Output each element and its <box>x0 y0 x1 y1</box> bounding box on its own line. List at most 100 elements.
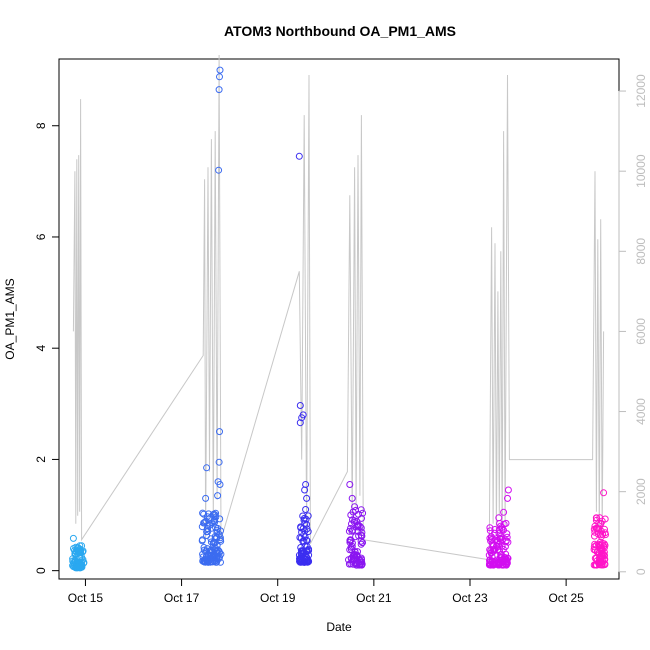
y-axis-label: OA_PM1_AMS <box>3 278 17 359</box>
data-point <box>300 531 308 539</box>
data-point <box>359 539 366 546</box>
data-point <box>296 402 304 409</box>
y2-tick-label: 6000 <box>634 318 648 345</box>
data-point <box>357 531 365 539</box>
data-point <box>215 458 223 466</box>
data-point <box>490 542 498 550</box>
series-2 <box>198 66 225 566</box>
data-point <box>358 558 366 566</box>
data-point <box>354 521 362 529</box>
data-point <box>488 536 496 543</box>
data-point <box>203 532 211 539</box>
data-point <box>201 558 209 566</box>
data-point <box>491 526 499 533</box>
series-4 <box>345 481 367 569</box>
data-point <box>504 486 512 494</box>
data-point <box>598 558 606 566</box>
x-tick-label: Oct 23 <box>452 591 488 605</box>
data-point <box>358 514 365 522</box>
y-tick-label: 6 <box>34 233 48 240</box>
data-point <box>304 557 312 565</box>
y-tick-label: 2 <box>34 456 48 463</box>
data-point <box>346 481 354 488</box>
data-point <box>217 537 225 545</box>
data-point <box>590 543 598 551</box>
data-point <box>347 511 355 519</box>
y2-tick-label: 4000 <box>634 398 648 425</box>
y-axis: 0 2 4 6 8 <box>34 122 60 574</box>
data-point <box>498 561 506 569</box>
data-point <box>592 524 600 532</box>
series-6 <box>590 489 609 569</box>
data-point <box>200 544 208 551</box>
series-3 <box>295 152 313 566</box>
data-point <box>500 508 508 516</box>
data-point <box>301 558 308 566</box>
data-point <box>600 489 608 497</box>
secondary-line-layer <box>72 54 605 561</box>
data-point <box>295 152 303 160</box>
data-point <box>501 543 509 551</box>
data-point <box>486 561 494 568</box>
data-point <box>199 509 207 517</box>
data-point <box>357 540 365 548</box>
data-point <box>301 527 309 535</box>
data-point <box>76 560 84 567</box>
y2-tick-label: 10000 <box>634 154 648 188</box>
data-point <box>72 553 80 561</box>
data-point <box>80 559 88 566</box>
data-point <box>348 557 356 565</box>
data-point <box>298 414 306 422</box>
data-point <box>303 494 311 502</box>
x-tick-label: Oct 21 <box>356 591 392 605</box>
data-point <box>302 515 310 523</box>
data-point <box>217 527 224 535</box>
data-point <box>212 558 220 566</box>
data-point <box>217 550 225 558</box>
data-point <box>600 548 608 556</box>
data-point <box>597 531 605 539</box>
data-point <box>595 541 603 549</box>
y2-tick-label: 8000 <box>634 238 648 265</box>
y-tick-label: 8 <box>34 122 48 129</box>
data-point <box>502 519 510 527</box>
data-point <box>296 419 304 427</box>
data-point <box>206 521 214 529</box>
data-point <box>295 551 303 559</box>
data-point <box>210 510 218 518</box>
data-point <box>303 536 310 544</box>
data-point <box>595 525 603 533</box>
data-point <box>593 561 601 569</box>
data-point <box>359 509 367 517</box>
data-point <box>348 494 356 502</box>
series-5 <box>485 486 512 569</box>
data-point <box>302 481 310 488</box>
data-point <box>210 517 218 525</box>
data-point <box>348 527 356 535</box>
data-point <box>216 481 224 488</box>
data-point <box>69 534 77 542</box>
data-point <box>71 558 79 566</box>
data-point <box>216 428 223 436</box>
y2-tick-label: 2000 <box>634 478 648 505</box>
data-point <box>346 536 354 544</box>
data-point <box>202 517 210 525</box>
data-point <box>199 550 207 558</box>
data-point <box>489 560 497 568</box>
data-point <box>358 529 366 536</box>
data-point <box>504 494 511 502</box>
data-point <box>214 492 222 500</box>
x-axis-label: Date <box>326 620 352 634</box>
points-layer <box>69 66 609 572</box>
data-point <box>302 506 310 513</box>
data-point <box>495 514 503 522</box>
data-point <box>205 556 213 564</box>
data-point <box>303 558 311 566</box>
secondary-line <box>72 54 605 561</box>
x-tick-label: Oct 17 <box>164 591 200 605</box>
data-point <box>597 559 605 567</box>
data-point <box>77 549 85 557</box>
data-point <box>498 524 506 531</box>
data-point <box>351 503 359 511</box>
